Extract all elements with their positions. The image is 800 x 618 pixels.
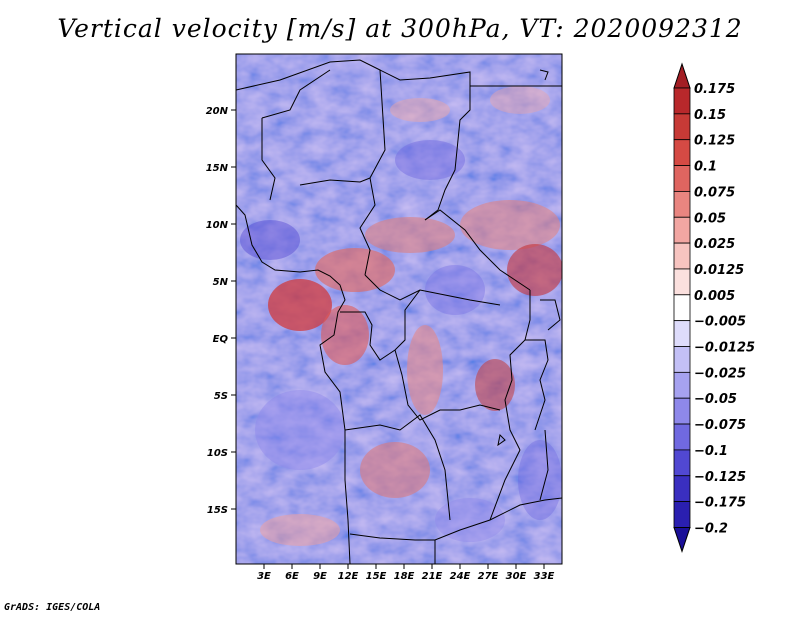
colorbar-cap-top <box>673 62 691 89</box>
colorbar-cell <box>673 139 691 166</box>
y-tick-label: 15S <box>207 505 228 516</box>
country-borders <box>236 59 562 564</box>
colorbar-cell <box>673 449 691 477</box>
x-tick-label: 9E <box>313 571 327 582</box>
y-axis: 20N 15N 10N 5N EQ 5S 10S 15S <box>206 106 236 516</box>
y-tick-label: 5N <box>213 277 229 288</box>
colorbar-label: −0.0125 <box>694 341 755 356</box>
x-tick-label: 18E <box>394 571 415 582</box>
colorbar-cell <box>673 475 691 503</box>
y-tick-label: EQ <box>213 334 229 345</box>
colorbar-label: −0.2 <box>694 521 728 536</box>
colorbar-cell <box>673 113 691 141</box>
colorbar-label: 0.125 <box>694 134 735 149</box>
colorbar-cell <box>673 294 691 322</box>
colorbar-label: 0.15 <box>694 108 726 123</box>
x-tick-label: 24E <box>450 571 471 582</box>
x-tick-label: 15E <box>366 571 387 582</box>
colorbar-cell <box>673 190 691 218</box>
colorbar-cell <box>673 371 691 399</box>
x-tick-label: 6E <box>285 571 299 582</box>
x-tick-label: 3E <box>257 571 271 582</box>
colorbar-cell <box>673 87 691 115</box>
colorbar-label: 0.05 <box>694 211 726 226</box>
colorbar-label: 0.075 <box>694 185 735 200</box>
colorbar-label: 0.0125 <box>694 263 744 278</box>
colorbar-cell <box>673 165 691 192</box>
colorbar-cell <box>673 216 691 244</box>
map-title: Vertical velocity [m/s] at 300hPa, VT: 2… <box>57 14 743 43</box>
y-tick-label: 5S <box>214 391 228 402</box>
colorbar-label: 0.175 <box>694 82 735 97</box>
colorbar-cell <box>673 501 691 528</box>
x-tick-label: 30E <box>506 571 527 582</box>
velocity-field <box>236 54 562 564</box>
colorbar-label: −0.1 <box>694 444 728 459</box>
colorbar-label: −0.175 <box>694 496 746 511</box>
y-tick-label: 10S <box>207 448 228 459</box>
colorbar-cell <box>673 320 691 347</box>
colorbar-cell <box>673 242 691 270</box>
map-frame <box>235 53 563 565</box>
y-tick-label: 20N <box>206 106 229 117</box>
colorbar-cell <box>673 346 691 373</box>
colorbar-cell <box>673 268 691 296</box>
x-tick-label: 33E <box>534 571 555 582</box>
colorbar-label: −0.005 <box>694 315 746 330</box>
y-tick-label: 10N <box>206 220 229 231</box>
colorbar-cell <box>673 423 691 451</box>
colorbar-label: −0.05 <box>694 392 737 407</box>
colorbar-cell <box>673 397 691 425</box>
colorbar-label: −0.075 <box>694 418 746 433</box>
colorbar-label: 0.1 <box>694 160 717 175</box>
colorbar-label: −0.025 <box>694 366 746 381</box>
x-tick-label: 27E <box>478 571 499 582</box>
x-axis: 3E 6E 9E 12E 15E 18E 21E 24E 27E 30E 33E <box>257 564 555 582</box>
x-tick-label: 21E <box>422 571 443 582</box>
colorbar-label: −0.125 <box>694 470 746 485</box>
colorbar-label: 0.025 <box>694 237 735 252</box>
colorbar: 0.175 0.15 0.125 0.1 0.075 0.05 0.025 0.0125 0.0… <box>673 62 755 554</box>
y-tick-label: 15N <box>206 163 229 174</box>
credit-text: GrADS: IGES/COLA <box>4 602 101 613</box>
x-tick-label: 12E <box>338 571 359 582</box>
colorbar-cap-bottom <box>673 526 691 554</box>
colorbar-label: 0.005 <box>694 289 735 304</box>
